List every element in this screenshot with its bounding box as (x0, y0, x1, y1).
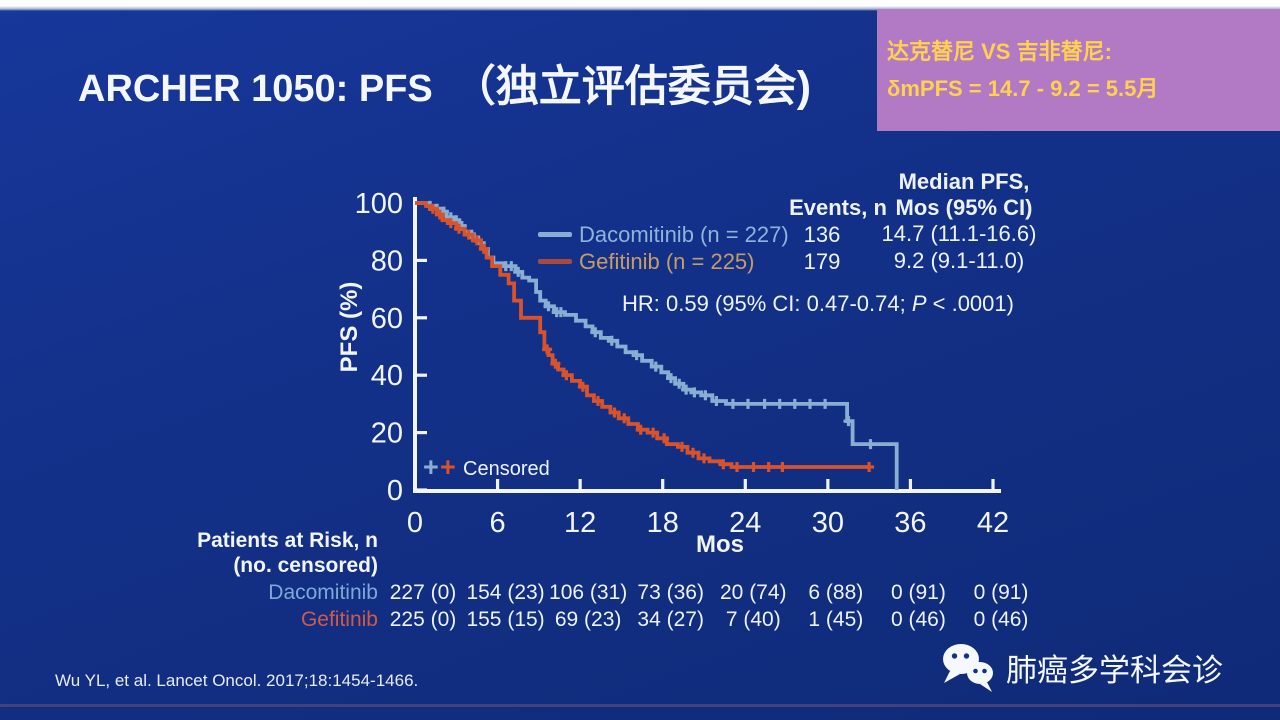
risk-table-cell: 34 (27) (637, 608, 704, 631)
watermark-label: 肺癌多学科会诊 (1006, 652, 1223, 688)
gefitinib-events-value: 179 (803, 249, 841, 274)
page-title: ARCHER 1050: PFS （独立评估委员会) (78, 52, 811, 114)
svg-text:20: 20 (371, 418, 403, 450)
svg-text:6: 6 (490, 507, 506, 539)
svg-text:18: 18 (647, 507, 679, 539)
risk-table-header-line1: Patients at Risk, n (197, 529, 378, 552)
svg-text:24: 24 (729, 507, 761, 539)
gefitinib-median-value: 9.2 (9.1-11.0) (893, 248, 1025, 273)
dacomitinib-curve (415, 200, 899, 490)
svg-text:30: 30 (812, 507, 844, 539)
risk-table-cell: 155 (15) (466, 608, 545, 631)
title-english: ARCHER 1050: PFS (78, 68, 433, 110)
callout-box: 达克替尼 VS 吉非替尼: δmPFS = 14.7 - 9.2 = 5.5月 (877, 9, 1280, 131)
censored-plus-icon-red: + (440, 452, 456, 482)
median-column-header: Median PFS, Mos (95% CI) (883, 169, 1045, 221)
svg-text:42: 42 (977, 507, 1009, 539)
dacomitinib-legend-label: Dacomitinib (n = 227) (579, 222, 789, 247)
bottom-divider (0, 704, 1280, 707)
events-column-header: Events, n (789, 195, 887, 220)
risk-table-cell: 106 (31) (549, 581, 628, 604)
gefitinib-curve (415, 201, 875, 472)
callout-line1: 达克替尼 VS 吉非替尼: (887, 39, 1112, 64)
risk-table-header-line2: (no. censored) (233, 554, 378, 577)
censored-plus-icon-blue: + (423, 452, 439, 482)
risk-row-label-dacomitinib: Dacomitinib (268, 581, 378, 604)
wechat-icon (943, 644, 993, 692)
slide-top-edge (0, 0, 1280, 11)
svg-text:0: 0 (407, 507, 423, 539)
risk-table-cell: 69 (23) (554, 608, 622, 631)
dacomitinib-events-value: 136 (803, 222, 841, 247)
svg-text:36: 36 (894, 507, 926, 539)
watermark: 肺癌多学科会诊 (938, 640, 1223, 694)
svg-text:60: 60 (371, 303, 403, 335)
risk-table-header: Patients at Risk, n (no. censored) (150, 528, 378, 578)
svg-text:40: 40 (371, 360, 403, 392)
dacomitinib-legend-swatch (538, 232, 572, 237)
citation: Wu YL, et al. Lancet Oncol. 2017;18:1454… (55, 671, 419, 690)
risk-table-cell: 73 (36) (637, 581, 704, 604)
risk-table-cell: 1 (45) (808, 608, 864, 631)
risk-table-cell: 0 (91) (973, 581, 1029, 604)
risk-table-cell: 0 (91) (890, 581, 946, 604)
risk-table-cell: 225 (0) (389, 608, 457, 631)
gefitinib-legend-swatch (538, 259, 572, 264)
title-chinese: （独立评估委员会) (452, 63, 812, 111)
risk-table-cell: 7 (40) (725, 608, 781, 631)
hazard-ratio-annotation: HR: 0.59 (95% CI: 0.47-0.74; P < .0001) (622, 291, 1014, 317)
gefitinib-legend-label: Gefitinib (n = 225) (579, 249, 755, 274)
km-chart: 0 20 40 60 80 100 0 6 12 18 24 30 36 42 (355, 188, 1010, 539)
svg-text:12: 12 (564, 507, 596, 539)
risk-table-cell: 20 (74) (720, 581, 787, 604)
x-axis-title: Mos (696, 531, 744, 558)
svg-text:100: 100 (355, 188, 403, 220)
hr-p-symbol: P (911, 291, 927, 316)
median-header-line2: Mos (95% CI) (895, 195, 1033, 220)
risk-table-cell: 6 (88) (808, 581, 864, 604)
hr-suffix: < .0001) (926, 291, 1014, 316)
dacomitinib-median-value: 14.7 (11.1-16.6) (881, 221, 1037, 246)
risk-table-cell: 0 (46) (890, 608, 946, 631)
svg-text:80: 80 (371, 245, 403, 277)
risk-table-cell: 227 (0) (389, 581, 457, 604)
axes: 0 20 40 60 80 100 0 6 12 18 24 30 36 42 (355, 188, 1010, 539)
callout-line2: δmPFS = 14.7 - 9.2 = 5.5月 (887, 76, 1159, 101)
risk-table-cell: 154 (23) (466, 581, 545, 604)
svg-text:0: 0 (387, 475, 403, 507)
median-header-line1: Median PFS, (898, 169, 1030, 194)
risk-row-label-gefitinib: Gefitinib (300, 608, 378, 631)
hr-prefix: HR: 0.59 (95% CI: 0.47-0.74; (622, 291, 912, 316)
censored-legend-label: Censored (463, 458, 550, 480)
risk-table-cell: 0 (46) (973, 608, 1029, 631)
